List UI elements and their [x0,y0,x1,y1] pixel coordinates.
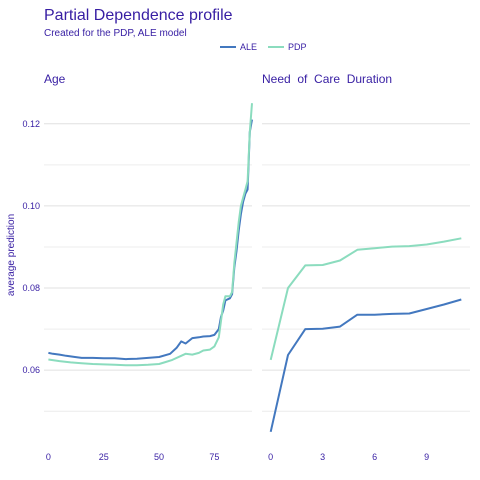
series-line-ale-panel-2 [269,298,462,433]
y-tick-label: 0.08 [22,283,40,293]
x-tick-label: 25 [99,452,109,462]
y-tick-label: 0.06 [22,365,40,375]
x-tick-label: 50 [154,452,164,462]
x-tick-label: 6 [372,452,377,462]
x-tick-label: 0 [46,452,51,462]
panel-title-care-duration: Need of Care Duration [262,72,392,86]
x-tick-label: 75 [209,452,219,462]
y-tick-layer: 0.06 0.08 0.10 0.12 [22,119,40,375]
x-tick-layer: 0 25 50 75 0 3 6 9 [46,452,429,462]
legend: ALE PDP [220,42,307,52]
chart-title: Partial Dependence profile [44,7,233,24]
grid-layer [44,123,470,412]
y-tick-label: 0.12 [22,119,40,129]
x-tick-label: 3 [320,452,325,462]
x-tick-label: 9 [424,452,429,462]
y-axis-label: average prediction [6,214,17,296]
legend-label-ale: ALE [240,42,257,52]
series-line-pdp-panel-2 [269,237,462,361]
legend-label-pdp: PDP [288,42,307,52]
series-layer [48,103,462,433]
chart-subtitle: Created for the PDP, ALE model [44,28,187,39]
x-tick-label: 0 [268,452,273,462]
y-tick-label: 0.10 [22,201,40,211]
panel-title-age: Age [44,72,66,86]
series-line-pdp-panel-1 [48,103,253,367]
